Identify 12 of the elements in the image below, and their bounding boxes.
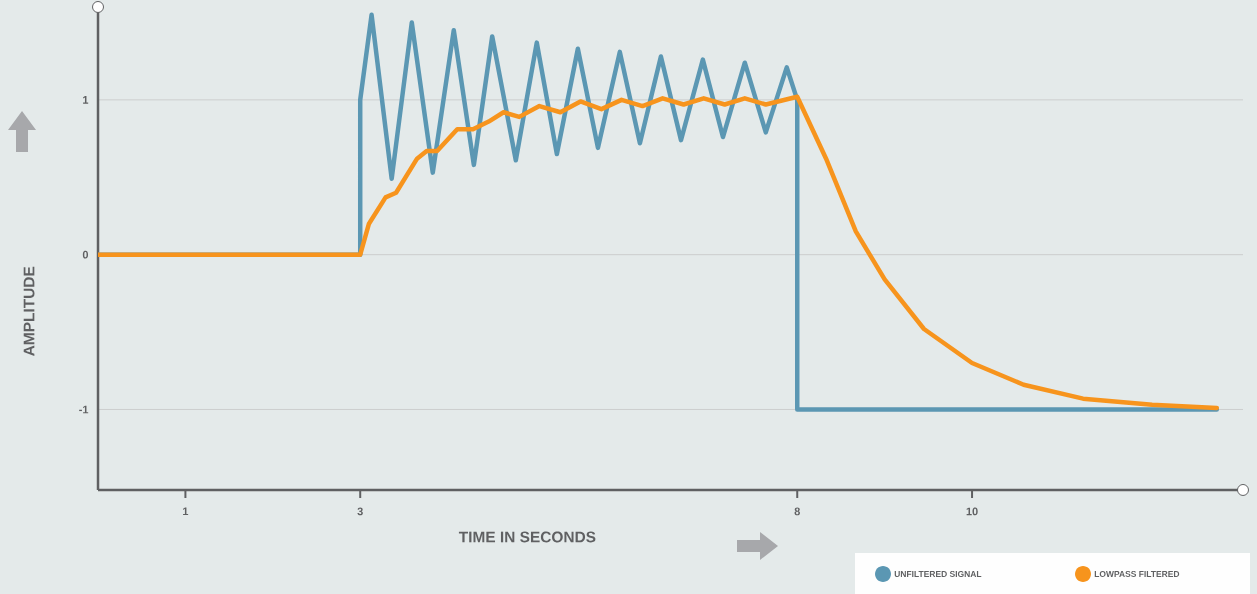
legend-label: LOWPASS FILTERED [1094, 570, 1180, 577]
x-tick-label: 8 [794, 507, 800, 516]
x-tick-label: 1 [183, 507, 189, 516]
line-series [98, 94, 1220, 411]
y-axis-title: AMPLITUDE [23, 266, 35, 356]
y-tick-label: 0 [82, 250, 89, 259]
x-axis-title: TIME IN SECONDS [458, 531, 596, 543]
y-tick-label: 1 [83, 96, 89, 104]
y-tick-label: -1 [79, 405, 89, 414]
x-tick-label: 3 [357, 507, 363, 516]
x-tick-label: 10 [966, 507, 978, 516]
legend-label: UNFILTERED SIGNAL [894, 570, 982, 577]
